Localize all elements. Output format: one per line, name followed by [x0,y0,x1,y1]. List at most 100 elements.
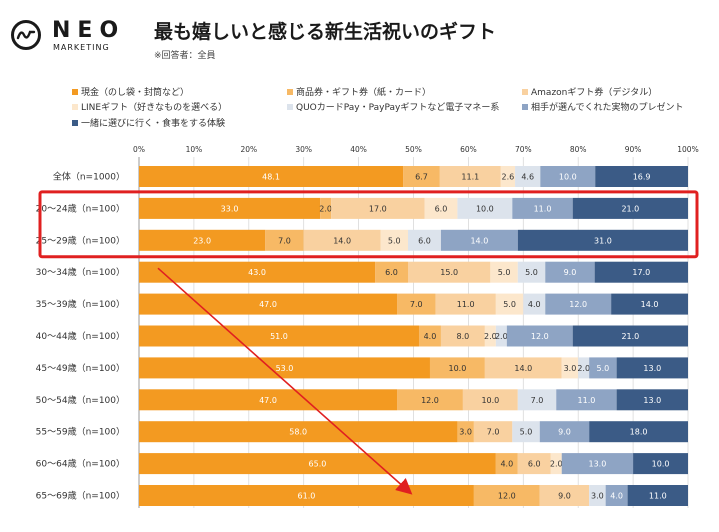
bar-segment [139,197,321,219]
legend-item: 一緒に選びに行く・食事をする体験 [72,116,225,129]
bar-segment [418,325,441,347]
bar-segment [512,197,573,219]
legend-swatch [72,103,78,110]
legend-item: Amazonギフト券（デジタル） [522,85,657,98]
bar-value-label: 3.0 [564,364,577,373]
bar-segment [495,293,524,315]
x-tick-label: 10% [186,145,203,154]
bar-segment [375,261,409,283]
bar-value-label: 14.0 [641,300,659,309]
logo-circle [11,20,41,50]
bar-value-label: 2.6 [502,173,515,182]
bar-value-label: 7.0 [410,300,423,309]
bar-segment [265,229,304,251]
x-tick-label: 100% [677,145,698,154]
bar-segment [561,453,634,475]
bar-value-label: 4.0 [424,332,437,341]
bar-value-label: 5.0 [388,236,401,245]
bar-segment [462,389,518,411]
bar-segment [439,166,501,187]
bar-value-label: 14.0 [333,236,351,245]
logo-wave-icon [16,30,36,40]
row-label: 40〜44歳（n=100） [36,330,125,342]
bar-value-label: 33.0 [221,204,239,213]
bar-value-label: 4.0 [500,460,513,469]
bar-segment [589,357,617,379]
bar-segment [589,421,688,443]
row-label: 20〜24歳（n=100） [36,202,125,214]
bar-value-label: 6.0 [418,236,431,245]
bar-value-label: 9.0 [558,492,571,501]
bar-segment [139,261,376,283]
bar-value-label: 11.0 [649,492,667,501]
bar-value-label: 13.0 [643,364,661,373]
legend-label: Amazonギフト券（デジタル） [531,88,658,98]
legend-swatch [72,88,78,95]
legend-item: 商品券・ギフト券（紙・カード） [287,85,431,98]
bar-value-label: 14.0 [470,236,488,245]
bar-segment [633,453,688,475]
bar-value-label: 10.0 [476,204,494,213]
row-label: 55〜59歳（n=100） [36,426,125,438]
bar-value-label: 2.0 [495,332,508,341]
bar-segment [561,357,579,379]
bar-segment [572,197,688,219]
bar-segment [139,325,419,347]
bar-value-label: 65.0 [309,460,327,469]
x-tick-label: 60% [460,145,477,154]
bar-value-label: 4.0 [610,492,623,501]
bar-segment [397,293,436,315]
highlight-box [38,190,699,259]
bar-value-label: 5.0 [525,268,538,277]
bar-value-label: 3.0 [591,492,604,501]
legend-item: QUOカードPay・PayPayギフトなど電子マネー系 [287,100,499,113]
bar-value-label: 10.0 [481,396,499,405]
row-label: 35〜39歳（n=100） [36,298,125,310]
bar-value-label: 6.0 [385,268,398,277]
row-label: 45〜49歳（n=100） [36,362,125,374]
bar-value-label: 13.0 [643,396,661,405]
bar-segment [515,166,541,187]
bar-segment [490,261,518,283]
bar-segment [616,357,688,379]
bar-value-label: 7.0 [278,236,291,245]
bar-value-label: 9.0 [558,428,571,437]
x-tick-label: 90% [625,145,642,154]
bar-segment [457,421,474,443]
bar-value-label: 21.0 [621,332,639,341]
bar-segment [139,389,398,411]
bar-segment [627,485,688,506]
bar-segment [506,325,573,347]
bar-value-label: 18.0 [630,428,648,437]
bar-value-label: 47.0 [259,396,277,405]
bar-segment [408,229,441,251]
bar-segment [550,453,562,475]
bar-value-label: 2.0 [577,364,590,373]
legend-label: 現金（のし袋・封筒など） [81,88,190,98]
bar-value-label: 2.0 [484,332,497,341]
bar-value-label: 61.0 [298,492,316,501]
bar-value-label: 2.0 [319,204,332,213]
bar-value-label: 6.0 [435,204,448,213]
bar-value-label: 2.0 [550,460,563,469]
bar-segment [595,166,688,187]
brand-name: NEO [52,18,126,43]
bar-segment [495,453,518,475]
bar-segment [572,325,688,347]
legend-item: LINEギフト（好きなものを選べる） [72,100,227,113]
legend-label: QUOカードPay・PayPayギフトなど電子マネー系 [296,103,500,113]
trend-arrow [157,267,413,495]
legend-swatch [287,88,293,95]
row-label: 全体（n=1000） [53,171,125,183]
bar-segment [473,485,540,506]
legend-swatch [522,88,528,95]
bar-value-label: 12.0 [421,396,439,405]
bar-value-label: 23.0 [193,236,211,245]
row-label: 65〜69歳（n=100） [36,490,125,502]
bar-value-label: 6.0 [528,460,541,469]
bar-value-label: 5.0 [503,300,516,309]
row-label: 25〜29歳（n=100） [36,234,125,246]
bar-segment [517,389,557,411]
bar-segment [484,357,562,379]
bar-segment [403,166,440,187]
